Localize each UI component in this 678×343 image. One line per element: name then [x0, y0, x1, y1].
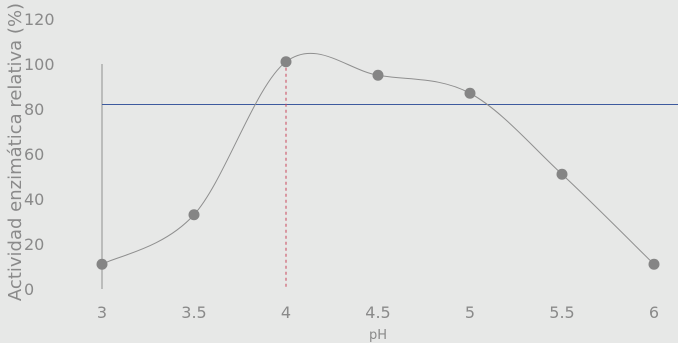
series-line — [101, 52, 655, 265]
x-tick-label-6: 6 — [649, 303, 659, 322]
y-tick-label-4: 80 — [24, 100, 44, 119]
y-tick-label-2: 40 — [24, 190, 44, 209]
y-tick-label-5: 100 — [24, 55, 55, 74]
y-axis: 0 20 40 60 80 100 120 — [24, 10, 103, 299]
y-tick-label-0: 0 — [24, 280, 34, 299]
y-tick-label-1: 20 — [24, 235, 44, 254]
data-point-2 — [280, 56, 292, 68]
x-tick-label-0: 3 — [97, 303, 107, 322]
x-tick-label-4: 5 — [465, 303, 475, 322]
data-point-5 — [556, 168, 568, 180]
points-group — [96, 56, 660, 270]
data-point-6 — [648, 258, 660, 270]
data-point-0 — [96, 258, 108, 270]
data-point-1 — [188, 209, 200, 221]
data-point-4 — [464, 87, 476, 99]
y-axis-title-group: Actividad enzimática relativa (%) — [5, 3, 26, 301]
series-group — [101, 52, 655, 265]
y-tick-label-6: 120 — [24, 10, 55, 29]
y-axis-title: Actividad enzimática relativa (%) — [5, 3, 26, 301]
y-tick-label-3: 60 — [24, 145, 44, 164]
x-tick-label-1: 3.5 — [181, 303, 206, 322]
x-axis: 3 3.5 4 4.5 5 5.5 6 pH — [97, 303, 659, 343]
x-tick-label-2: 4 — [281, 303, 291, 322]
x-tick-label-3: 4.5 — [365, 303, 390, 322]
x-tick-label-5: 5.5 — [549, 303, 574, 322]
data-point-3 — [372, 69, 384, 81]
x-axis-title: pH — [369, 328, 387, 343]
